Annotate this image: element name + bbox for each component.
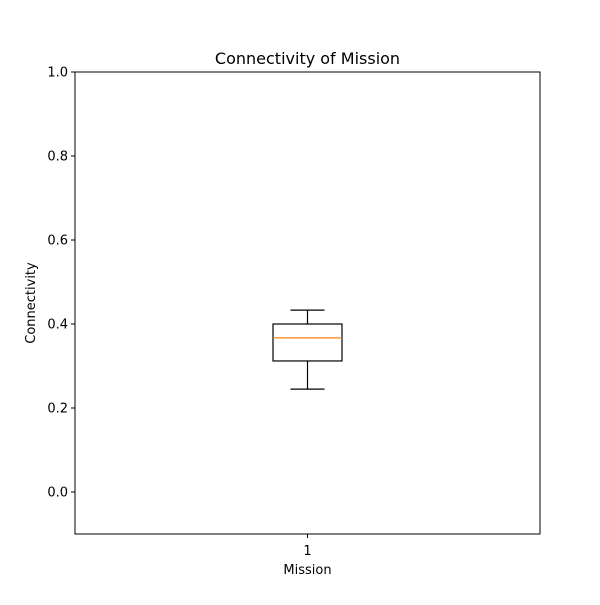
y-tick-label: 0.8 [47,150,68,165]
plot-area-frame [74,71,541,535]
x-axis-label: Mission [283,563,331,578]
x-tick-label: 1 [303,544,311,559]
y-tick-label: 1.0 [47,66,68,81]
y-tick-label: 0.4 [47,318,68,333]
chart-title: Connectivity of Mission [215,49,400,68]
y-tick-label: 0.6 [47,234,68,249]
x-axis: 1 [303,534,312,559]
box-series [272,309,343,390]
y-axis: 0.0 0.2 0.4 0.6 0.8 1.0 [47,66,75,501]
y-tick-label: 0.2 [47,402,68,417]
y-axis-label: Connectivity [24,262,39,344]
y-tick-label: 0.0 [47,486,68,501]
interquartile-box [272,323,343,362]
